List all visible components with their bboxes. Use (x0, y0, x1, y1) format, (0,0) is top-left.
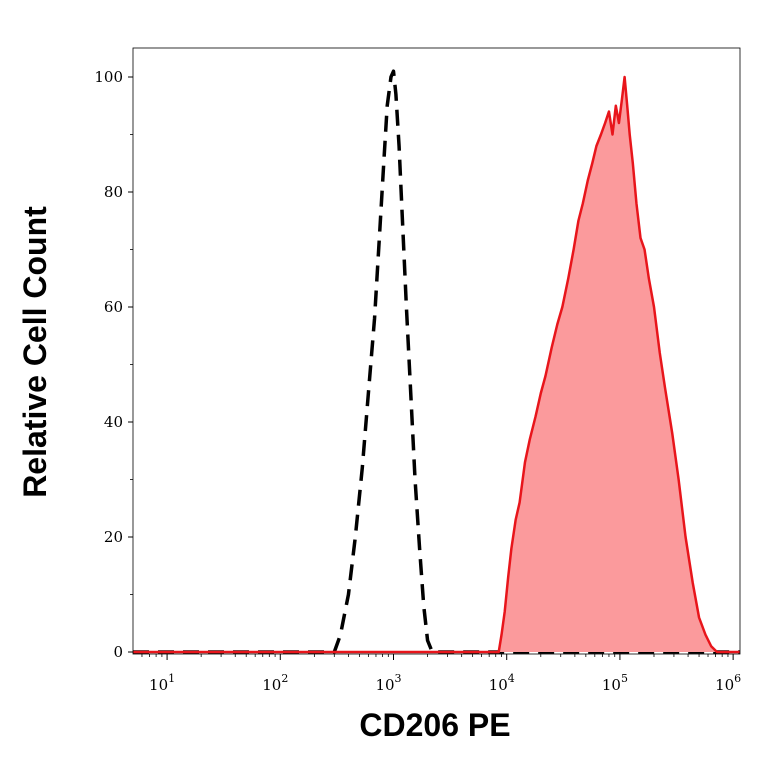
x-tick-exponent: 5 (621, 672, 628, 685)
y-tick-label-2: 40 (104, 413, 123, 431)
x-tick-label-0: 101 (149, 672, 175, 694)
y-tick-label-3: 60 (104, 298, 123, 316)
x-axis-title: CD206 PE (359, 707, 510, 743)
x-tick-base: 10 (262, 676, 281, 694)
x-tick-label-2: 103 (375, 672, 401, 694)
y-axis-title: Relative Cell Count (17, 206, 53, 498)
x-tick-base: 10 (715, 676, 734, 694)
x-tick-base: 10 (149, 676, 168, 694)
x-tick-exponent: 6 (734, 672, 741, 685)
x-tick-exponent: 4 (508, 672, 515, 685)
x-tick-base: 10 (489, 676, 508, 694)
plot-layer (133, 69, 740, 654)
y-tick-label-1: 20 (104, 528, 123, 546)
x-tick-exponent: 2 (281, 672, 288, 685)
y-tick-label-5: 100 (94, 68, 123, 86)
y-tick-label-0: 0 (113, 643, 123, 661)
x-tick-label-1: 102 (262, 672, 288, 694)
series-0-line (133, 69, 740, 654)
x-tick-label-3: 104 (489, 672, 515, 694)
x-tick-base: 10 (375, 676, 394, 694)
x-tick-exponent: 1 (168, 672, 175, 685)
series-1-fill (133, 77, 740, 652)
x-tick-base: 10 (602, 676, 621, 694)
series-1-line (133, 75, 740, 654)
x-tick-label-5: 106 (715, 672, 741, 694)
y-tick-label-4: 80 (104, 183, 123, 201)
plot-frame (132, 47, 741, 655)
x-tick-exponent: 3 (395, 672, 402, 685)
x-tick-label-4: 105 (602, 672, 628, 694)
